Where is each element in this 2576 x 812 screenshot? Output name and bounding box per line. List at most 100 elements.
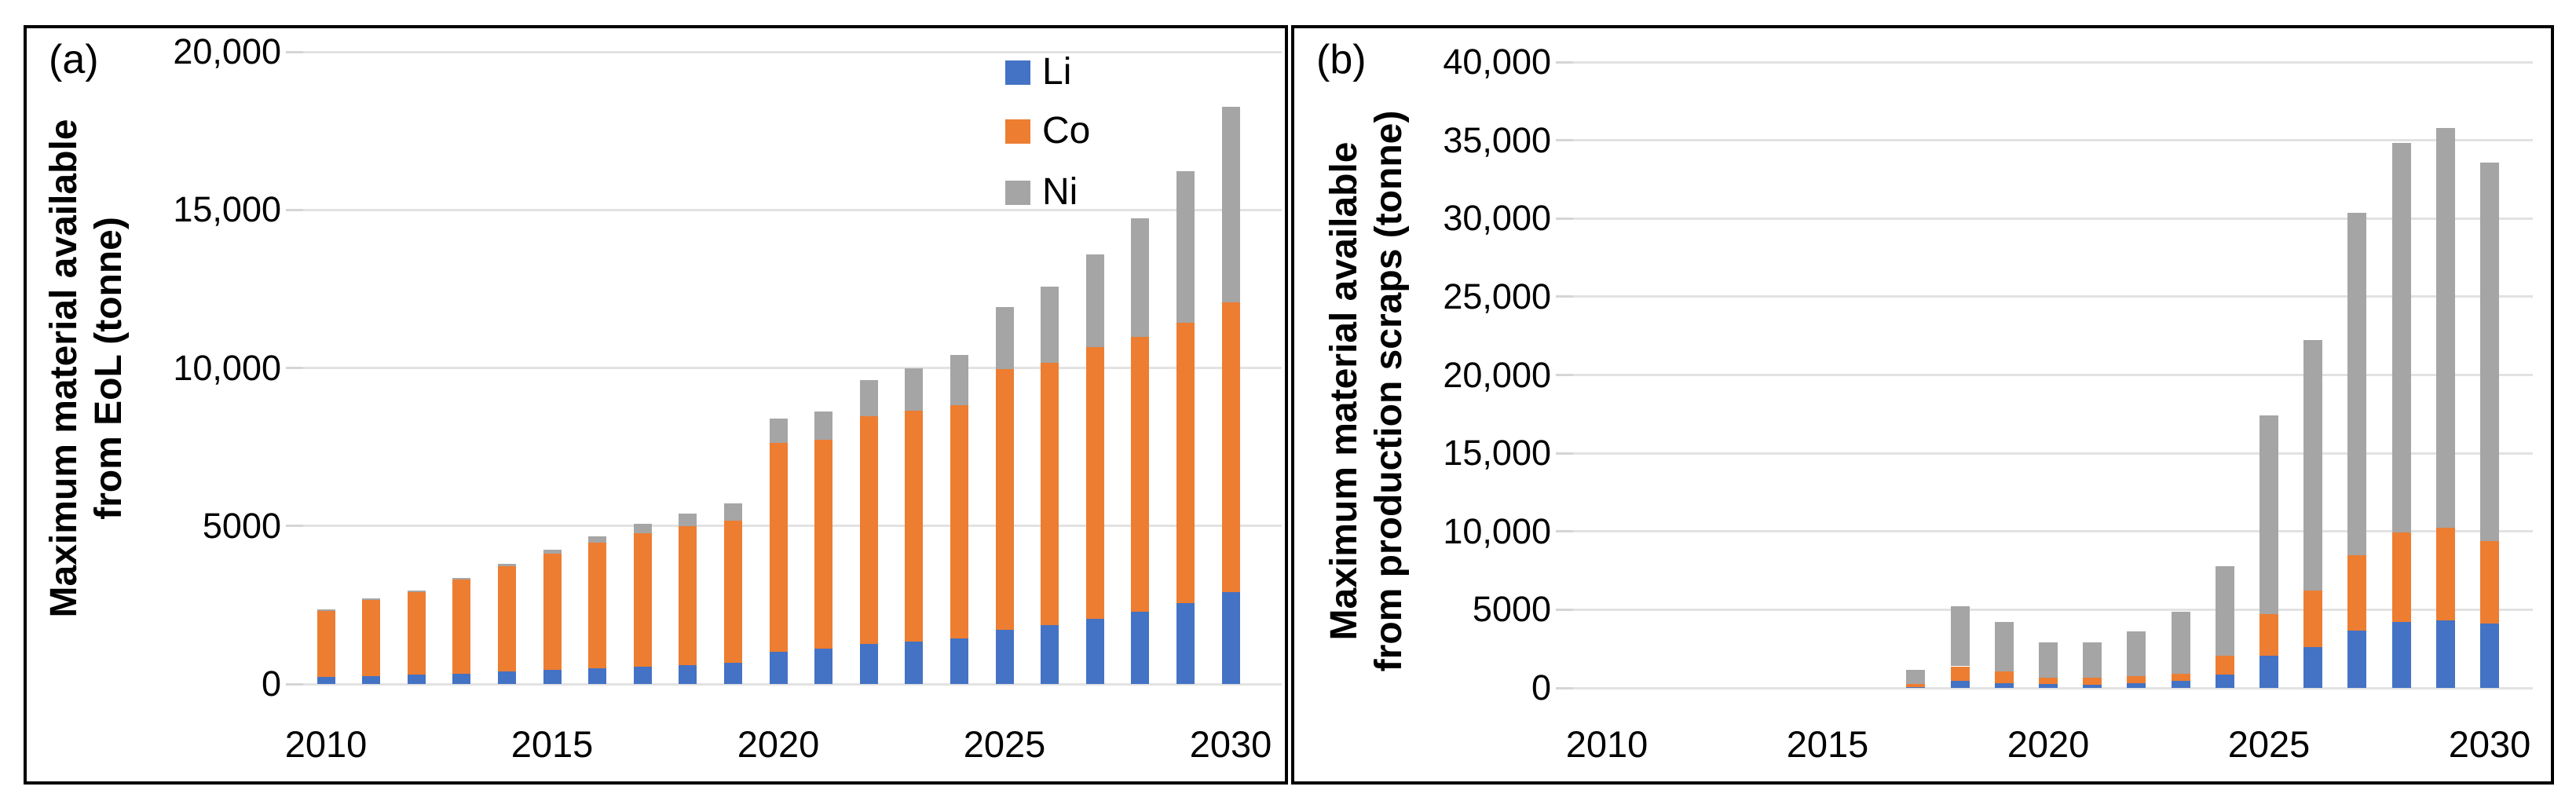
tick-mark — [1556, 217, 1573, 220]
x-tick-label: 2015 — [510, 723, 594, 765]
bar-2021-li — [2083, 684, 2102, 688]
bar-2028-ni — [1131, 218, 1150, 338]
bar-2018-li — [1950, 681, 1970, 688]
gridline — [1573, 530, 2533, 533]
x-tick-label: 2010 — [1565, 723, 1648, 765]
bar-2020-ni — [769, 418, 788, 444]
bar-2010-co — [317, 610, 335, 678]
gridline — [1573, 139, 2533, 142]
bar-2027-ni — [1085, 254, 1104, 347]
gridline — [303, 208, 1282, 211]
gridline — [303, 682, 1282, 686]
bar-2015-co — [543, 553, 562, 671]
bar-2020-ni — [2039, 642, 2058, 678]
bar-2028-co — [1131, 337, 1150, 613]
bar-2013-ni — [452, 577, 471, 580]
bar-2014-co — [497, 565, 516, 672]
tick-mark — [286, 208, 303, 211]
bar-2019-ni — [1994, 622, 2014, 672]
bar-2022-ni — [2127, 631, 2146, 677]
bar-2026-ni — [1041, 286, 1059, 364]
bar-2029-ni — [2435, 127, 2455, 529]
legend-label-li: Li — [1042, 51, 1072, 93]
panel-label-b: (b) — [1316, 37, 1367, 82]
bar-2030-li — [2480, 623, 2499, 688]
bar-2019-ni — [723, 503, 742, 521]
bar-2014-ni — [497, 564, 516, 566]
bar-2017-co — [1906, 684, 1926, 688]
bar-2030-ni — [2480, 162, 2499, 541]
x-tick-label: 2010 — [284, 723, 368, 765]
x-tick-label: 2030 — [2448, 723, 2531, 765]
bar-2018-ni — [679, 514, 697, 526]
bar-2024-li — [950, 638, 968, 684]
bar-2028-li — [2391, 621, 2411, 688]
bar-2017-co — [633, 533, 652, 667]
bar-2021-ni — [2083, 642, 2102, 678]
bar-2020-li — [2039, 684, 2058, 688]
x-tick-label: 2025 — [2227, 723, 2311, 765]
tick-mark — [1556, 686, 1573, 689]
tick-mark — [1556, 139, 1573, 142]
panel-a: (a) Maximum material available from EoL … — [24, 25, 1288, 785]
legend-item-li: Li — [1005, 53, 1241, 92]
bar-2013-li — [452, 673, 471, 684]
gridline — [303, 367, 1282, 369]
bar-2019-li — [723, 663, 742, 684]
bar-2014-li — [497, 671, 516, 684]
y-tick-label: 35,000 — [1443, 119, 1551, 160]
bar-2011-ni — [362, 598, 381, 601]
bar-2020-co — [769, 443, 788, 653]
bar-2017-ni — [1906, 670, 1926, 684]
tick-mark — [1556, 452, 1573, 455]
bar-2021-ni — [814, 411, 833, 441]
legend: Li Co Ni — [1005, 53, 1241, 241]
bar-2027-co — [2347, 554, 2367, 631]
bar-2015-li — [543, 670, 562, 684]
x-tick-label: 2015 — [1786, 723, 1869, 765]
bar-2024-ni — [2215, 565, 2234, 657]
bar-2025-co — [995, 368, 1014, 630]
bar-2023-ni — [2171, 612, 2190, 675]
tick-mark — [286, 525, 303, 528]
gridline — [303, 50, 1282, 53]
bar-2023-li — [905, 642, 924, 684]
y-tick-label: 15,000 — [1443, 433, 1551, 474]
bar-2010-li — [317, 677, 335, 684]
y-tick-label: 10,000 — [1443, 510, 1551, 551]
gridline — [303, 525, 1282, 528]
x-tick-label: 2020 — [737, 723, 820, 765]
bar-2030-co — [1221, 302, 1240, 593]
y-tick-label: 20,000 — [173, 31, 281, 71]
gridline — [1573, 217, 2533, 220]
tick-mark — [1556, 374, 1573, 376]
bar-2021-li — [814, 649, 833, 684]
x-tick-label: 2025 — [963, 723, 1046, 765]
bar-2022-ni — [859, 380, 878, 417]
bar-2026-li — [1041, 624, 1059, 684]
bar-2018-co — [1950, 666, 1970, 682]
y-tick-label: 5000 — [1472, 589, 1551, 630]
panel-label-a: (a) — [49, 37, 99, 82]
bar-2026-co — [2303, 591, 2323, 647]
bar-2021-co — [2083, 677, 2102, 685]
bar-2023-co — [905, 411, 924, 642]
bar-2024-li — [2215, 675, 2234, 688]
gridline — [1573, 452, 2533, 455]
y-tick-label: 25,000 — [1443, 276, 1551, 316]
legend-swatch-co — [1005, 119, 1030, 144]
bar-2019-co — [1994, 671, 2014, 683]
y-tick-label: 30,000 — [1443, 198, 1551, 239]
bar-2025-li — [995, 629, 1014, 684]
tick-mark — [286, 367, 303, 369]
y-tick-label: 10,000 — [173, 347, 281, 388]
tick-mark — [1556, 608, 1573, 611]
legend-swatch-ni — [1005, 181, 1030, 205]
bar-2016-co — [588, 542, 607, 669]
gridline — [1573, 608, 2533, 611]
bar-2027-ni — [2347, 213, 2367, 555]
bar-2030-ni — [1221, 107, 1240, 303]
bar-2025-ni — [2259, 415, 2278, 615]
bar-2017-li — [633, 666, 652, 684]
legend-item-ni: Ni — [1005, 173, 1241, 212]
